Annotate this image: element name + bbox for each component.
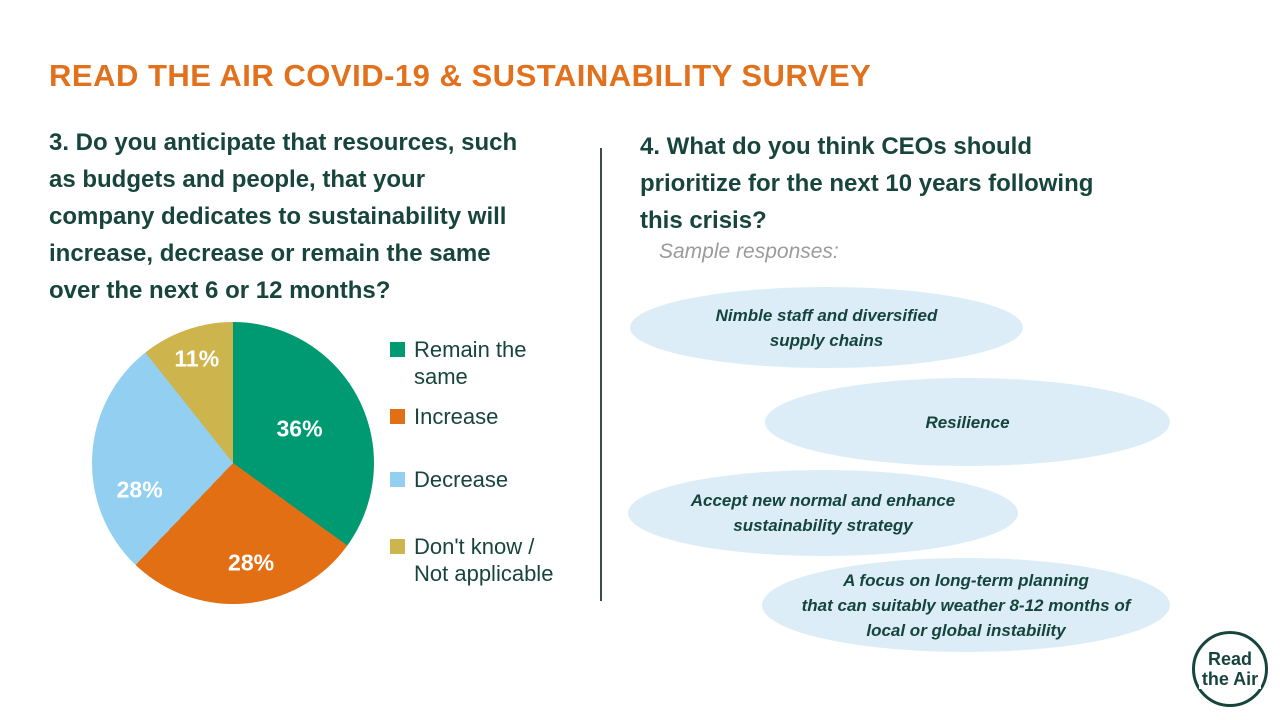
legend-swatch-dont-know [390, 539, 405, 554]
pie-chart-circle [92, 322, 374, 604]
legend-label: Increase [414, 404, 499, 429]
logo-line-1: Read [1204, 649, 1255, 669]
legend-label: Remain the same [414, 337, 527, 389]
pie-value-label: 28% [116, 476, 163, 503]
legend-label: Decrease [414, 467, 509, 492]
response-bubble: A focus on long-term planning that can s… [762, 558, 1170, 652]
response-text: Nimble staff and diversified supply chai… [715, 305, 938, 350]
response-bubble: Nimble staff and diversified supply chai… [630, 287, 1023, 368]
page-title: READ THE AIR COVID-19 & SUSTAINABILITY S… [49, 58, 872, 93]
response-text: Resilience [925, 412, 1010, 432]
legend-swatch-decrease [390, 472, 405, 487]
legend-swatch-increase [390, 409, 405, 424]
legend-swatch-remain-the-same [390, 342, 405, 357]
pie-value-label: 36% [276, 415, 323, 442]
sample-responses-label: Sample responses: [659, 240, 839, 263]
read-the-air-logo: Read the Air [1192, 631, 1268, 707]
pie-legend: Remain the same Increase Decrease Don't … [390, 336, 600, 587]
response-text: A focus on long-term planning that can s… [801, 570, 1131, 640]
legend-item-increase: Increase [390, 403, 600, 430]
logo-line-2: the Air [1198, 669, 1262, 689]
pie-chart: 36% 28% 28% 11% [92, 322, 374, 604]
legend-label: Don't know / Not applicable [414, 534, 554, 586]
question-3-text: 3. Do you anticipate that resources, suc… [49, 129, 518, 304]
response-text: Accept new normal and enhance sustainabi… [690, 491, 956, 535]
legend-item-dont-know: Don't know / Not applicable [390, 533, 600, 587]
response-bubble: Resilience [765, 378, 1170, 466]
legend-item-decrease: Decrease [390, 466, 600, 493]
legend-item-remain-the-same: Remain the same [390, 336, 600, 390]
pie-value-label: 28% [228, 549, 275, 576]
question-4-text: 4. What do you think CEOs should priorit… [640, 133, 1094, 234]
pie-value-label: 11% [174, 345, 220, 372]
column-divider [600, 148, 602, 601]
response-bubble: Accept new normal and enhance sustainabi… [628, 470, 1018, 556]
